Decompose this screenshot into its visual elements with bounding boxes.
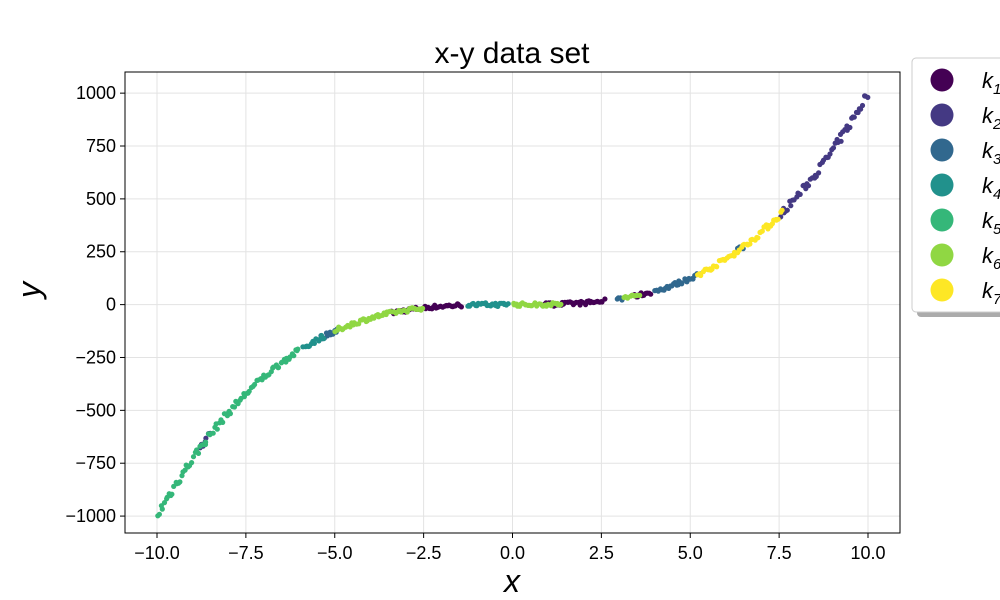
point-k5 [252,381,258,388]
point-k5 [231,404,238,410]
y-tick-label: 1000 [76,83,116,103]
point-k2 [784,207,790,213]
point-k7 [779,207,785,213]
legend-marker-k3 [930,138,954,162]
x-tick-label: 10.0 [850,543,885,563]
y-tick-label: 0 [106,295,116,315]
x-tick-label: −10.0 [134,543,180,563]
x-tick-label: 0.0 [500,543,525,563]
point-k5 [195,450,202,456]
point-k5 [203,439,209,445]
x-axis-ticks: −10.0 −7.5 −5.0 −2.5 0.0 2.5 5.0 7.5 10.0 [134,533,886,563]
point-k7 [714,264,720,270]
x-tick-label: −5.0 [317,543,353,563]
point-k1 [602,296,608,302]
point-k4 [321,336,327,342]
point-k5 [177,479,183,485]
point-k5 [156,511,162,517]
x-tick-label: 5.0 [678,543,703,563]
x-tick-label: 2.5 [589,543,614,563]
legend-marker-k7 [930,278,954,302]
point-k5 [214,426,220,432]
point-k5 [295,346,301,352]
point-k2 [830,145,837,151]
legend-marker-k5 [930,208,954,232]
point-k2 [847,124,853,131]
point-k5 [210,430,216,436]
point-k7 [775,216,781,222]
point-k2 [865,94,871,100]
point-k6 [637,292,643,298]
x-tick-label: −2.5 [406,543,442,563]
x-tick-label: 7.5 [767,543,792,563]
point-k2 [788,203,794,209]
point-k6 [420,305,426,311]
point-k2 [203,435,209,441]
y-axis-ticks: −1000 −750 −500 −250 0 250 500 750 1000 [65,83,125,526]
point-k5 [246,388,252,394]
point-k2 [797,191,803,197]
point-k5 [161,500,168,506]
point-k5 [275,364,282,371]
point-k7 [747,241,753,247]
y-axis-label: y [11,280,47,300]
point-k1 [458,304,464,310]
point-k5 [169,491,175,497]
point-k2 [816,170,822,176]
legend-marker-k2 [930,103,954,127]
point-k3 [679,280,685,286]
y-tick-label: −500 [75,400,116,420]
point-k5 [189,460,195,466]
point-k2 [851,114,857,120]
legend-marker-k1 [930,68,954,92]
point-k2 [827,151,833,157]
point-k7 [755,235,761,241]
chart-title: x-y data set [434,37,590,70]
y-tick-label: 750 [86,136,116,156]
legend-marker-k4 [930,173,954,197]
y-tick-label: −750 [75,453,116,473]
legend-marker-k6 [930,243,954,267]
point-k5 [190,454,197,460]
y-tick-label: −1000 [65,506,116,526]
x-tick-label: −7.5 [228,543,264,563]
point-k5 [227,411,233,417]
point-k4 [505,301,511,307]
x-axis-label: x [502,563,521,599]
data-points [155,93,871,519]
point-k7 [731,253,737,259]
y-tick-label: 250 [86,242,116,262]
legend-items: k1k2k3k4k5k6k7 [930,68,1000,308]
point-k7 [759,228,765,234]
point-k2 [859,102,866,109]
legend: k1k2k3k4k5k6k7 [911,57,1000,317]
point-k5 [220,419,226,425]
y-tick-label: 500 [86,189,116,209]
point-k5 [291,353,297,359]
point-k1 [648,291,654,297]
point-k6 [558,301,564,307]
point-k5 [159,506,165,512]
point-k2 [838,138,844,144]
y-tick-label: −250 [75,347,116,367]
point-k7 [698,272,704,279]
point-k2 [805,183,812,189]
point-k4 [311,340,317,346]
